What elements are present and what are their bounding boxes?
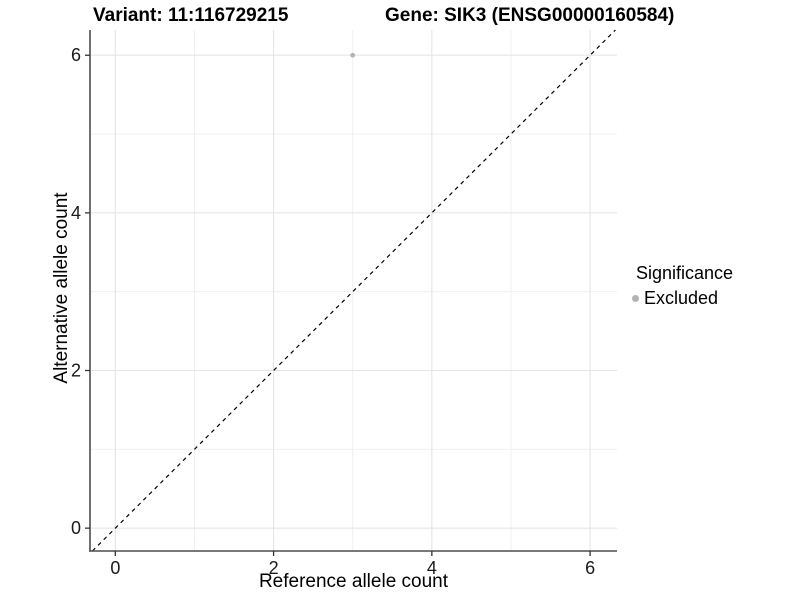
- data-point-excluded: [350, 52, 356, 58]
- y-tick-label: 2: [71, 361, 81, 381]
- x-tick-label: 6: [585, 558, 595, 578]
- legend-title: Significance: [636, 263, 734, 283]
- axis-ticks: 0 2 4 6 0 2 4 6: [71, 45, 595, 578]
- legend: Significance Excluded: [631, 263, 733, 309]
- gene-title: Gene: SIK3 (ENSG00000160584): [385, 5, 675, 26]
- identity-line: [91, 29, 616, 552]
- x-tick-label: 2: [269, 558, 279, 578]
- legend-entry-excluded: Excluded: [631, 288, 733, 309]
- y-tick-label: 6: [71, 45, 81, 65]
- legend-entry-label: Excluded: [644, 288, 719, 308]
- excluded-point-icon: [632, 295, 639, 302]
- x-tick-label: 0: [110, 558, 120, 578]
- y-axis-label: Alternative allele count: [51, 192, 72, 384]
- y-tick-label: 0: [71, 518, 81, 538]
- y-tick-label: 4: [71, 203, 81, 223]
- variant-title: Variant: 11:116729215: [93, 5, 289, 26]
- x-tick-label: 4: [427, 558, 437, 578]
- grid-major: [90, 30, 617, 551]
- x-axis-label: Reference allele count: [258, 571, 449, 592]
- grid-minor: [90, 30, 617, 551]
